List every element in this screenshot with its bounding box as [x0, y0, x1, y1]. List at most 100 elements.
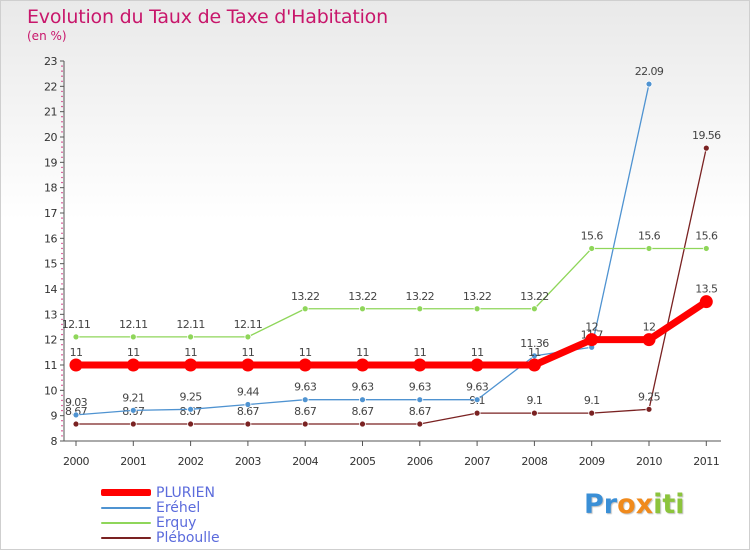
data-label: 8.67 — [237, 405, 260, 418]
y-tick-label: 15 — [44, 258, 57, 271]
legend-swatch — [101, 536, 151, 539]
data-label: 8.67 — [409, 405, 432, 418]
y-minor-tick — [61, 293, 63, 295]
data-label: 12.11 — [62, 318, 91, 331]
y-minor-tick — [61, 126, 63, 128]
y-tick-label: 12 — [44, 334, 57, 347]
data-label: 12 — [585, 321, 598, 334]
y-minor-tick — [61, 70, 63, 72]
y-minor-tick — [61, 369, 63, 371]
data-point — [702, 245, 710, 252]
y-minor-tick — [61, 359, 63, 361]
legend-item: Erquy — [101, 514, 220, 531]
y-minor-tick — [61, 435, 63, 437]
y-minor-tick — [61, 227, 63, 229]
data-point — [244, 333, 252, 341]
y-tick-label: 22 — [44, 80, 57, 93]
y-minor-tick — [61, 80, 63, 82]
data-point — [645, 80, 653, 88]
legend-item: Eréhel — [101, 499, 220, 516]
y-minor-tick — [61, 399, 63, 402]
data-label: 9.1 — [527, 394, 543, 407]
y-minor-tick — [61, 202, 63, 204]
y-tick-label: 21 — [44, 106, 57, 119]
y-minor-tick — [61, 156, 63, 158]
data-label: 9.44 — [237, 386, 260, 399]
y-minor-tick — [61, 181, 63, 184]
y-minor-tick — [61, 257, 63, 260]
legend-label: Pléboulle — [156, 529, 220, 546]
logo-letter: P — [584, 489, 604, 520]
y-minor-tick — [61, 192, 63, 194]
data-label: 9.1 — [584, 394, 600, 407]
y-minor-tick — [61, 75, 63, 77]
data-label: 11 — [356, 346, 369, 359]
y-tick-label: 19 — [44, 156, 57, 169]
data-label: 15.6 — [638, 229, 661, 242]
data-point — [301, 420, 309, 428]
y-minor-tick — [61, 222, 63, 224]
data-label: 9.63 — [351, 381, 374, 394]
legend-label: Erquy — [156, 514, 197, 531]
data-label: 19.56 — [692, 129, 721, 142]
y-minor-tick — [61, 171, 63, 174]
y-minor-tick — [61, 217, 63, 219]
y-minor-tick — [61, 268, 63, 270]
data-label: 22.09 — [635, 65, 664, 78]
data-point — [359, 420, 366, 428]
data-point — [72, 420, 80, 428]
data-label: 9.63 — [409, 381, 432, 394]
data-point — [588, 245, 596, 252]
data-point — [702, 144, 710, 152]
y-minor-tick — [61, 384, 63, 386]
y-minor-tick — [61, 141, 63, 143]
data-label: 11 — [413, 346, 426, 359]
y-minor-tick — [61, 333, 63, 336]
y-minor-tick — [61, 298, 63, 300]
y-minor-tick — [61, 430, 63, 432]
data-point — [301, 305, 309, 313]
x-tick-label: 2004 — [292, 455, 318, 468]
legend-item: Pléboulle — [101, 529, 220, 546]
x-tick-label: 2000 — [63, 455, 89, 468]
data-point — [72, 333, 80, 341]
y-minor-tick — [61, 65, 63, 67]
y-minor-tick — [61, 121, 63, 123]
data-point — [129, 420, 137, 428]
legend-label: Eréhel — [156, 499, 201, 516]
data-point — [642, 333, 656, 347]
y-tick-label: 13 — [44, 308, 57, 321]
data-label: 8.67 — [294, 405, 317, 418]
y-minor-tick — [61, 197, 63, 199]
y-minor-tick — [61, 354, 63, 356]
y-minor-tick — [61, 308, 63, 310]
y-minor-tick — [61, 131, 63, 133]
y-minor-tick — [61, 232, 63, 234]
data-label: 13.22 — [406, 290, 435, 303]
y-minor-tick — [61, 379, 63, 381]
y-minor-tick — [61, 176, 63, 179]
data-point — [301, 396, 309, 404]
data-label: 11 — [127, 346, 140, 359]
data-point — [187, 333, 195, 341]
y-minor-tick — [61, 394, 63, 397]
chart-legend: PLURIEN Eréhel Erquy Pléboulle — [101, 485, 220, 546]
data-label: 11 — [528, 346, 541, 359]
y-minor-tick — [61, 318, 63, 321]
data-label: 12.11 — [234, 318, 263, 331]
data-label: 9.25 — [180, 390, 203, 403]
x-tick-label: 2001 — [120, 455, 146, 468]
y-minor-tick — [61, 252, 63, 255]
data-point — [416, 420, 424, 428]
y-tick-label: 9 — [51, 410, 58, 423]
data-point — [184, 358, 198, 372]
data-point — [187, 420, 195, 428]
data-label: 12.11 — [176, 318, 205, 331]
y-minor-tick — [61, 323, 63, 326]
x-tick-label: 2009 — [579, 455, 605, 468]
data-label: 9.63 — [294, 381, 317, 394]
y-minor-tick — [61, 242, 63, 245]
series-line-2 — [75, 247, 707, 338]
data-label: 11.36 — [520, 337, 549, 350]
legend-swatch — [101, 521, 151, 524]
